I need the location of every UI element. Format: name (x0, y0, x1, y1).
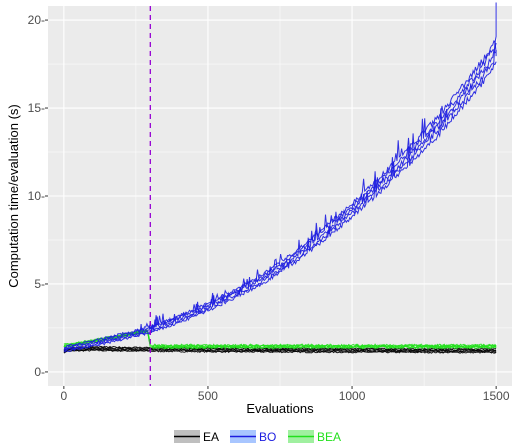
series-line-bo (63, 2, 497, 349)
legend-label: BO (259, 430, 276, 444)
y-tick-label: 0- (34, 365, 45, 379)
series-layer (63, 2, 497, 354)
series-line-ea (63, 346, 497, 352)
series-line-bo (63, 49, 497, 351)
series-line-bea (151, 343, 497, 348)
series-line-ea (63, 348, 497, 353)
series-line-ea (63, 347, 497, 353)
legend: EA BO BEA (174, 430, 341, 444)
axes: 0- 5- 10- 15- 20- 0 500 1000 1500 (28, 13, 510, 403)
x-tick-label: 1000 (339, 389, 366, 403)
grid (48, 6, 512, 386)
legend-item-bo: BO (230, 430, 276, 444)
x-tick-label: 0 (61, 389, 68, 403)
x-tick-label: 1500 (483, 389, 510, 403)
y-tick-label: 10- (28, 189, 45, 203)
legend-item-bea: BEA (288, 430, 341, 444)
series-line-bo (63, 61, 497, 353)
series-line-bo (63, 40, 497, 352)
legend-label: BEA (317, 430, 341, 444)
y-tick-label: 20- (28, 13, 45, 27)
y-axis-title: Computation time/evaluation (s) (6, 104, 21, 288)
y-tick-label: 15- (28, 101, 45, 115)
legend-label: EA (203, 430, 219, 444)
x-axis-title: Evaluations (246, 401, 314, 416)
legend-item-ea: EA (174, 430, 219, 444)
x-tick-label: 500 (198, 389, 218, 403)
series-line-bo (63, 42, 497, 350)
series-bo (63, 2, 497, 353)
y-tick-label: 5- (34, 277, 45, 291)
